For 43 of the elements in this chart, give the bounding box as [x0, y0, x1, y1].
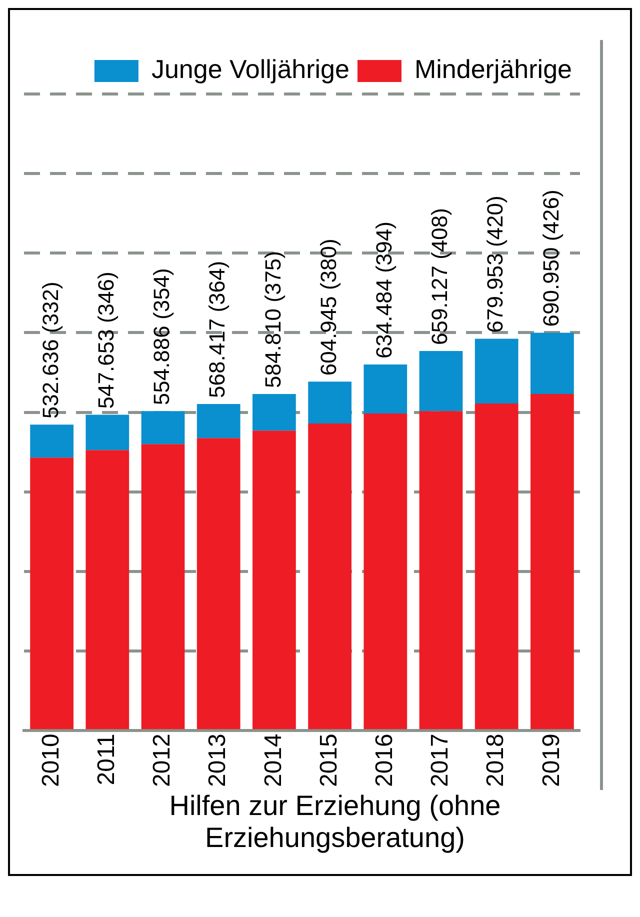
bar — [364, 414, 408, 730]
total-label: 568.417 (364) — [204, 260, 230, 398]
x-tick-label: 2016 — [371, 734, 398, 787]
legend-label: Junge Volljährige — [151, 54, 350, 84]
x-tick-label: 2017 — [426, 734, 454, 787]
total-label: 584.810 (375) — [260, 251, 286, 388]
total-label: 547.653 (346) — [93, 272, 118, 409]
legend-label: Minderjährige — [414, 54, 572, 84]
bar — [141, 411, 185, 444]
total-label: 659.127 (408) — [427, 208, 452, 346]
x-tick-label: 2014 — [260, 734, 287, 787]
total-label: 554.886 (354) — [149, 268, 174, 406]
bar — [196, 438, 240, 730]
bar — [364, 364, 408, 414]
bar — [30, 458, 74, 730]
x-tick-label: 2013 — [204, 734, 232, 787]
bar — [252, 430, 296, 730]
bar — [530, 394, 574, 730]
bar — [196, 404, 240, 438]
bar — [308, 382, 352, 424]
x-tick-label: 2019 — [538, 734, 565, 787]
bar — [530, 332, 574, 394]
bar — [474, 338, 518, 404]
total-label: 634.484 (394) — [371, 222, 396, 359]
bar — [308, 423, 352, 730]
x-axis-title: Hilfen zur Erziehung (ohne Erziehungsberatung) — [168, 790, 502, 854]
total-label: 532.636 (332) — [38, 282, 63, 419]
bar — [86, 414, 130, 450]
x-tick-label: 2015 — [315, 734, 342, 787]
bar — [419, 411, 463, 730]
bar — [252, 394, 296, 431]
bar — [474, 404, 518, 730]
x-tick-label: 2012 — [148, 734, 176, 787]
x-tick-label: 2010 — [37, 734, 64, 787]
bar — [30, 424, 74, 458]
x-tick-label: 2011 — [93, 734, 120, 786]
bar — [141, 444, 185, 730]
bar — [86, 450, 130, 730]
x-tick-label: 2018 — [482, 734, 510, 787]
total-label: 604.945 (380) — [316, 238, 341, 376]
total-label: 690.950 (426) — [538, 190, 564, 327]
total-label: 679.953 (420) — [482, 196, 508, 333]
bar — [419, 351, 463, 412]
